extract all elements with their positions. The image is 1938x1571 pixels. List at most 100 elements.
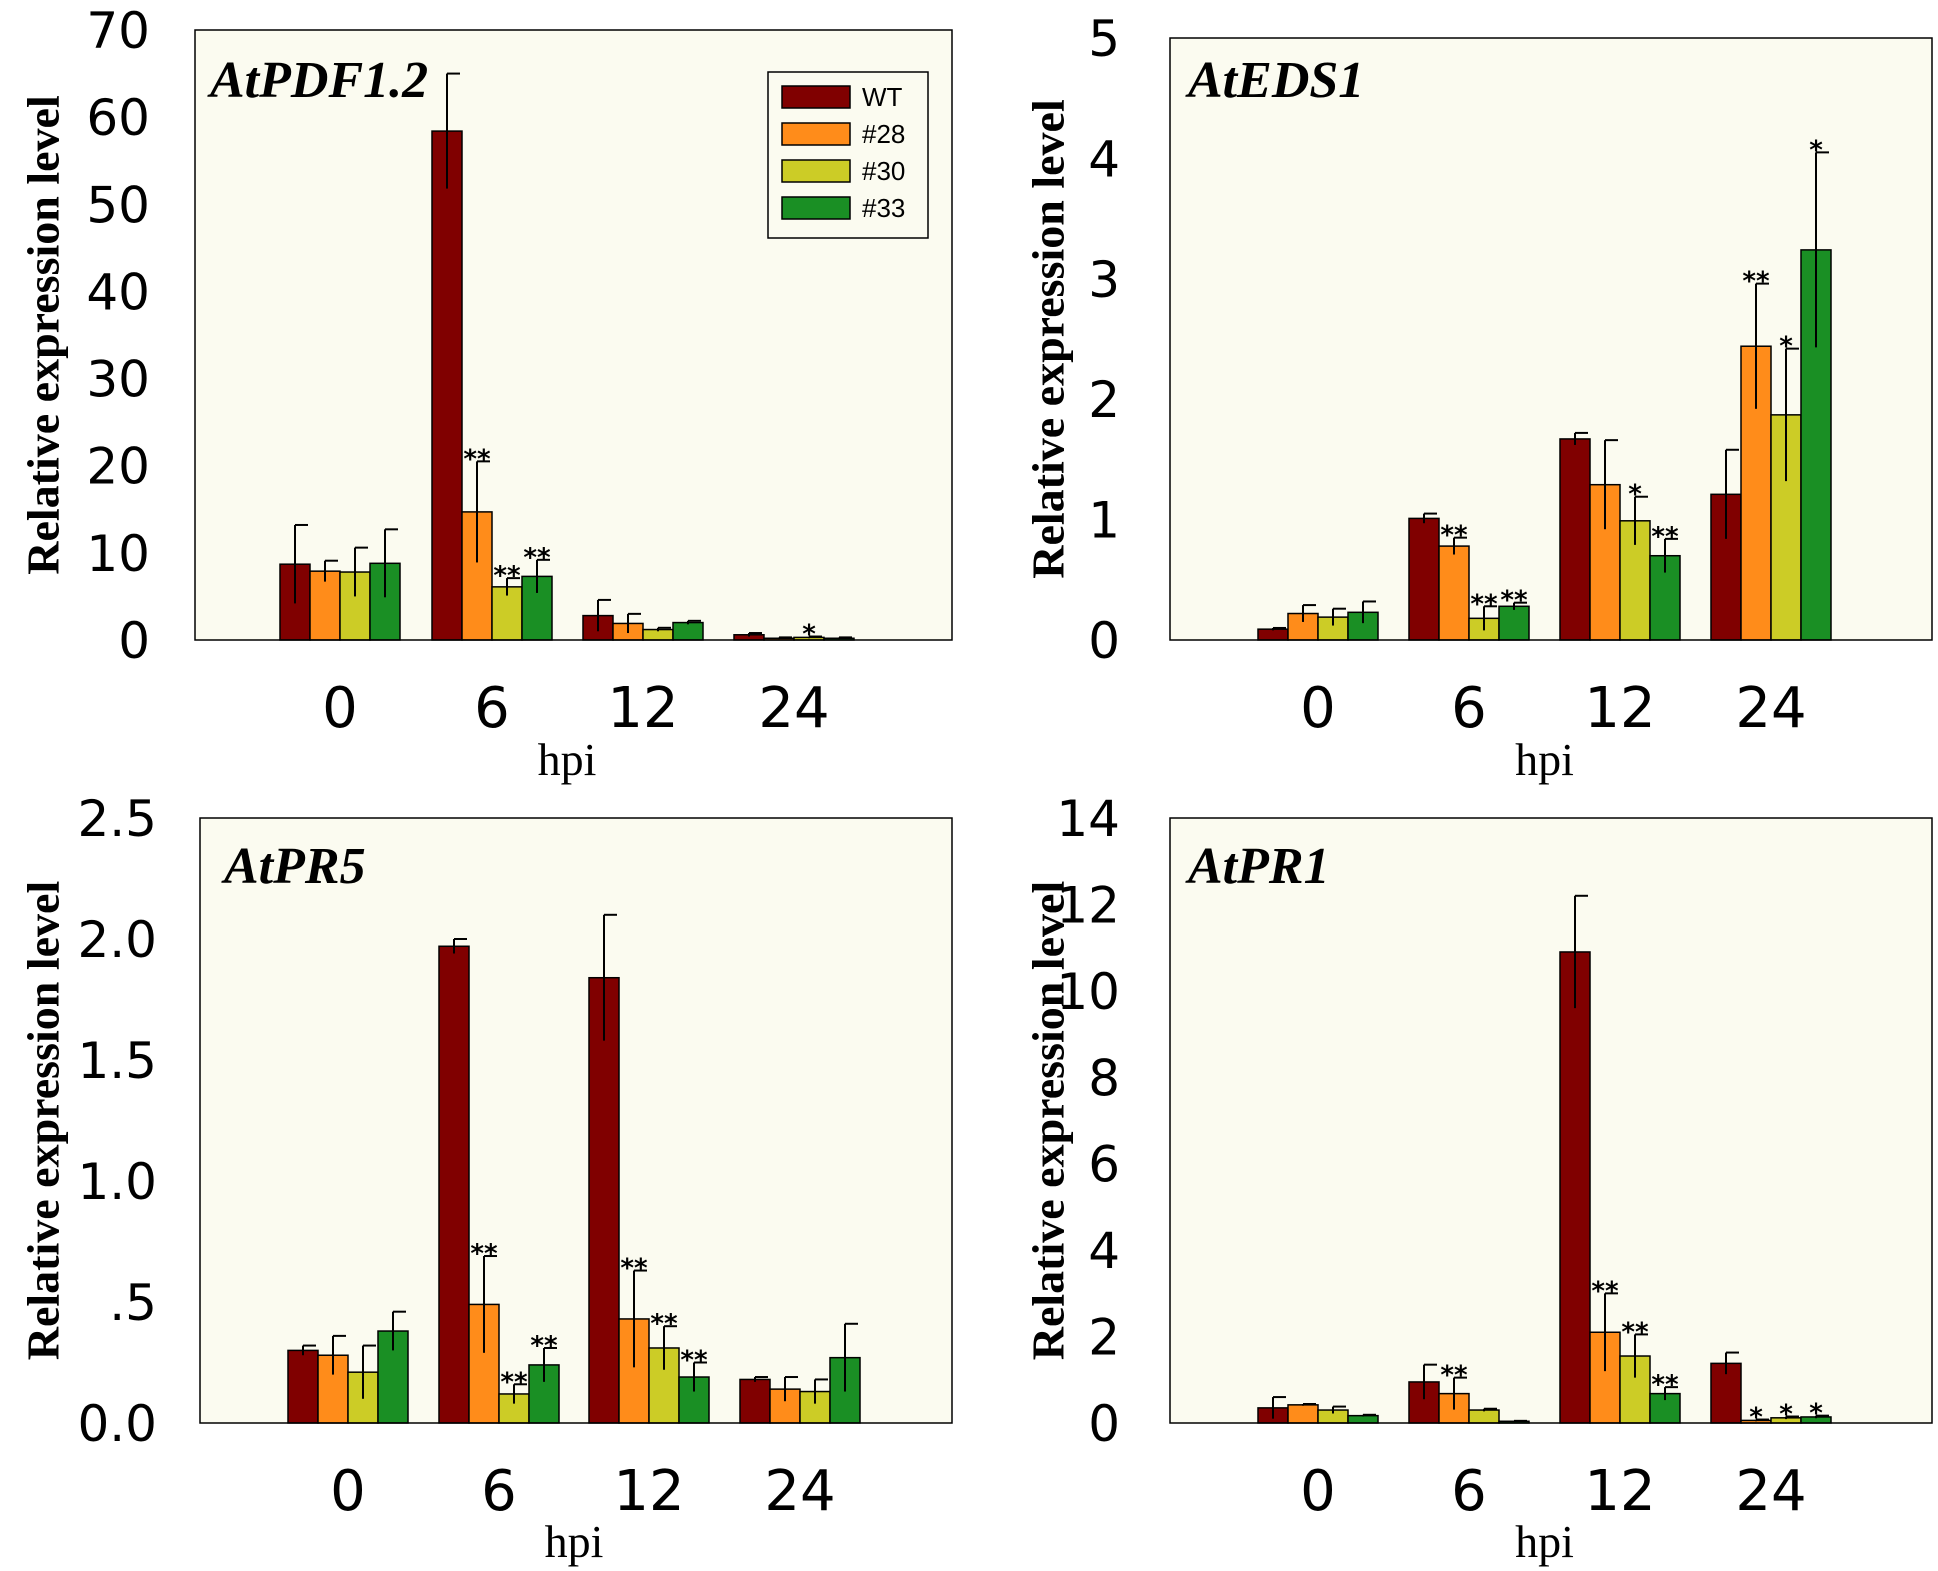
significance-marker: ** xyxy=(1500,586,1528,616)
legend-swatch-n28 xyxy=(781,122,851,146)
significance-marker: ** xyxy=(1470,589,1498,619)
y-tick-label: 40 xyxy=(86,263,150,321)
significance-marker: * xyxy=(1749,1403,1763,1433)
bar-WT-6 xyxy=(438,945,470,1424)
legend-label: #28 xyxy=(862,119,905,149)
x-tick-label: 24 xyxy=(1735,676,1806,741)
significance-marker: ** xyxy=(1440,1361,1468,1391)
y-axis-label: Relative expression level xyxy=(18,881,69,1361)
y-tick-label: 30 xyxy=(86,351,150,409)
significance-marker: ** xyxy=(530,1331,558,1361)
significance-marker: ** xyxy=(463,444,491,474)
significance-marker: ** xyxy=(500,1367,528,1397)
panel-title: AtPR1 xyxy=(1185,838,1330,895)
significance-marker: ** xyxy=(1742,267,1770,297)
y-tick-label: 2 xyxy=(1088,1309,1120,1367)
significance-marker: ** xyxy=(1621,1317,1649,1347)
legend-swatch-n30 xyxy=(781,159,851,183)
y-tick-label: 8 xyxy=(1088,1049,1120,1107)
legend-label: WT xyxy=(862,82,903,112)
y-tick-label: 2.0 xyxy=(77,911,157,969)
bar-n30-6 xyxy=(1468,1409,1500,1424)
plot-area xyxy=(200,818,952,1423)
x-tick-label: 6 xyxy=(1451,1459,1487,1524)
x-tick-label: 12 xyxy=(1584,676,1655,741)
significance-marker: ** xyxy=(493,561,521,591)
significance-marker: ** xyxy=(523,543,551,573)
y-tick-label: 0 xyxy=(1088,1395,1120,1453)
bar-WT-6 xyxy=(431,130,463,641)
x-axis-label: hpi xyxy=(1515,734,1574,785)
significance-marker: ** xyxy=(1591,1276,1619,1306)
plot-frame xyxy=(199,817,953,1424)
bar-WT-6 xyxy=(1408,517,1440,641)
significance-marker: * xyxy=(802,620,816,650)
y-tick-label: 1.0 xyxy=(77,1153,157,1211)
bar-WT-24 xyxy=(739,1378,771,1424)
bar-WT-0 xyxy=(1257,628,1289,641)
y-tick-label: .5 xyxy=(109,1274,157,1332)
panel-title: AtEDS1 xyxy=(1185,52,1364,109)
significance-marker: * xyxy=(1779,1400,1793,1430)
panel-title: AtPR5 xyxy=(221,838,366,895)
y-tick-label: 4 xyxy=(1088,130,1120,188)
legend-label: #33 xyxy=(862,193,905,223)
legend-swatch-n33 xyxy=(781,196,851,220)
x-tick-label: 0 xyxy=(1300,1459,1336,1524)
plot-frame xyxy=(1169,817,1933,1424)
significance-marker: * xyxy=(1628,480,1642,510)
significance-marker: ** xyxy=(1651,522,1679,552)
y-tick-label: 2.5 xyxy=(77,790,157,848)
bar-n33-12 xyxy=(672,621,704,641)
significance-marker: * xyxy=(1779,332,1793,362)
y-tick-label: 1.5 xyxy=(77,1032,157,1090)
y-axis-label: Relative expression level xyxy=(1023,881,1074,1361)
bar-n28-0 xyxy=(1287,1404,1319,1424)
x-tick-label: 6 xyxy=(1451,676,1487,741)
x-tick-label: 24 xyxy=(1735,1459,1806,1524)
y-tick-label: 4 xyxy=(1088,1222,1120,1280)
bar-WT-12 xyxy=(1559,438,1591,641)
x-axis-label: hpi xyxy=(1515,1516,1574,1567)
bar-n30-6 xyxy=(491,586,523,641)
x-tick-label: 12 xyxy=(607,676,678,741)
y-tick-label: 2 xyxy=(1088,371,1120,429)
legend-swatch-WT xyxy=(781,85,851,109)
x-tick-label: 6 xyxy=(474,676,510,741)
y-tick-label: 1 xyxy=(1088,492,1120,550)
bar-WT-12 xyxy=(588,976,620,1424)
y-axis-label: Relative expression level xyxy=(1023,99,1074,579)
y-tick-label: 3 xyxy=(1088,251,1120,309)
legend-label: #30 xyxy=(862,156,905,186)
plot-frame xyxy=(1169,37,1933,641)
y-tick-label: 0.0 xyxy=(77,1395,157,1453)
y-tick-label: 6 xyxy=(1088,1136,1120,1194)
significance-marker: ** xyxy=(470,1239,498,1269)
significance-marker: * xyxy=(1809,1399,1823,1429)
significance-marker: ** xyxy=(620,1254,648,1284)
bar-n28-6 xyxy=(1438,545,1470,641)
x-tick-label: 24 xyxy=(758,676,829,741)
x-axis-label: hpi xyxy=(538,734,597,785)
bar-n33-0 xyxy=(1347,1414,1379,1424)
plot-frame xyxy=(194,29,953,641)
y-tick-label: 0 xyxy=(1088,612,1120,670)
x-tick-label: 6 xyxy=(481,1459,517,1524)
y-tick-label: 60 xyxy=(86,89,150,147)
panel-title: AtPDF1.2 xyxy=(207,52,428,109)
bar-WT-0 xyxy=(287,1349,319,1424)
y-tick-label: 50 xyxy=(86,176,150,234)
x-tick-label: 12 xyxy=(613,1459,684,1524)
y-tick-label: 20 xyxy=(86,438,150,496)
x-tick-label: 12 xyxy=(1584,1459,1655,1524)
y-tick-label: 10 xyxy=(86,525,150,583)
significance-marker: * xyxy=(1809,135,1823,165)
y-tick-label: 0 xyxy=(118,612,150,670)
bar-WT-12 xyxy=(1559,951,1591,1424)
significance-marker: ** xyxy=(1651,1370,1679,1400)
x-tick-label: 0 xyxy=(322,676,358,741)
